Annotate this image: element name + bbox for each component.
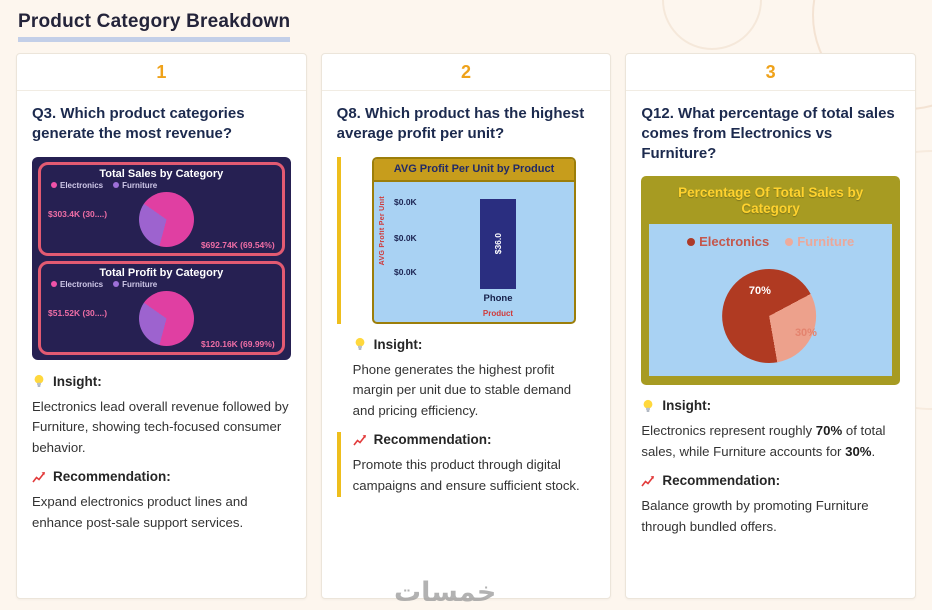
x-tick-label: Phone [483, 292, 513, 304]
legend-label: Furniture [122, 180, 158, 190]
pie-plot-area: Electronics Furniture 70% 30% [649, 224, 893, 377]
card-2: 2 Q8. Which product has the highest aver… [320, 53, 612, 599]
lightbulb-icon [355, 337, 365, 350]
bar-phone: $36.0 [480, 198, 516, 289]
insight-text: Electronics lead overall revenue followe… [32, 398, 289, 455]
legend-label: Furniture [122, 279, 158, 289]
recommendation-accent-block: Recommendation: Promote this product thr… [336, 432, 596, 497]
legend-label: Furniture [797, 234, 855, 250]
recommendation-label-text: Recommendation: [662, 473, 781, 489]
cards-row: 1 Q3. Which product categories generate … [0, 42, 932, 599]
bar-plot-area: AVG Profit Per Unit $0.0K $0.0K $0.0K $3… [374, 182, 574, 322]
legend-label: Electronics [60, 180, 104, 190]
watermark: خمسات [394, 577, 497, 608]
insight-bold-30: 30% [845, 443, 872, 459]
chart-title: Total Sales by Category [99, 167, 224, 180]
card-3-question: Q12. What percentage of total sales come… [641, 105, 895, 162]
recommendation-label-text: Recommendation: [53, 469, 171, 485]
insight-label-text: Insight: [662, 398, 712, 414]
card-1-body: Q3. Which product categories generate th… [17, 91, 306, 553]
page-title: Product Category Breakdown [18, 11, 291, 42]
legend-item-furniture: Furniture [113, 181, 157, 190]
chart-title: Percentage Of Total Sales by Category [678, 185, 864, 217]
recommendation-label: Recommendation: [32, 469, 291, 484]
y-axis-label: AVG Profit Per Unit [379, 195, 386, 265]
lightbulb-icon [34, 374, 44, 387]
pie-chart [721, 269, 816, 364]
x-axis-label: Product [482, 308, 514, 318]
card-2-question: Q8. Which product has the highest averag… [336, 105, 585, 142]
chart-increasing-icon [641, 475, 655, 487]
y-tick-label: $0.0K [394, 266, 417, 277]
recommendation-text: Balance growth by promoting Furniture th… [641, 498, 869, 535]
chart-legend: Electronics Furniture [649, 224, 892, 249]
insight-label: Insight: [32, 374, 291, 389]
chart-legend: Electronics Furniture [47, 181, 276, 190]
legend-dot-icon [51, 181, 57, 188]
chart-accent-block: AVG Profit Per Unit by Product AVG Profi… [336, 156, 596, 324]
legend-item-electronics: Electronics [51, 181, 103, 190]
card-1-number: 1 [17, 54, 306, 91]
electronics-percent-label: 70% [748, 285, 771, 298]
insight-label: Insight: [337, 337, 596, 352]
recommendation-label: Recommendation: [353, 432, 596, 447]
card-1-question: Q3. Which product categories generate th… [32, 105, 245, 142]
recommendation-label: Recommendation: [641, 473, 900, 488]
legend-item-furniture: Furniture [113, 280, 157, 289]
insight-text-part: . [871, 443, 876, 459]
sales-profit-pie-figure: Total Sales by Category Electronics Furn… [32, 156, 291, 360]
legend-item-furniture: Furniture [785, 234, 854, 249]
legend-label: Electronics [60, 279, 104, 289]
electronics-value-label: $120.16K (69.99%) [200, 338, 275, 349]
recommendation-label-text: Recommendation: [373, 432, 492, 448]
card-3: 3 Q12. What percentage of total sales co… [625, 53, 917, 599]
chart-increasing-icon [32, 471, 46, 483]
insight-text: Phone generates the highest profit margi… [352, 361, 572, 418]
legend-dot-icon [687, 238, 696, 247]
card-3-body: Q12. What percentage of total sales come… [626, 91, 915, 557]
y-tick-label: $0.0K [394, 196, 417, 207]
furniture-value-label: $303.4K (30....) [48, 208, 108, 219]
card-1: 1 Q3. Which product categories generate … [16, 53, 307, 599]
legend-item-electronics: Electronics [687, 234, 769, 249]
card-3-number: 3 [626, 54, 916, 91]
legend-item-electronics: Electronics [51, 280, 103, 289]
chart-title: AVG Profit Per Unit by Product [374, 158, 574, 182]
legend-dot-icon [113, 280, 120, 287]
pie-chart [139, 191, 195, 247]
insight-label: Insight: [641, 398, 900, 413]
legend-dot-icon [51, 280, 57, 287]
insight-label-text: Insight: [373, 336, 423, 352]
sales-percentage-pie-figure: Percentage Of Total Sales by Category El… [641, 176, 901, 386]
chart-increasing-icon [353, 434, 366, 446]
furniture-value-label: $51.52K (30....) [48, 307, 108, 318]
avg-profit-bar-figure: AVG Profit Per Unit by Product AVG Profi… [372, 156, 576, 324]
electronics-value-label: $692.74K (69.54%) [200, 239, 275, 250]
furniture-percent-label: 30% [794, 327, 817, 340]
card-2-body: Q8. Which product has the highest averag… [322, 91, 611, 518]
recommendation-text: Promote this product through digital cam… [352, 457, 580, 493]
chart-title: Total Profit by Category [99, 266, 224, 279]
card-2-number: 2 [321, 54, 611, 91]
y-tick-label: $0.0K [394, 232, 417, 243]
total-sales-pie-panel: Total Sales by Category Electronics Furn… [38, 161, 285, 256]
legend-label: Electronics [699, 234, 770, 250]
lightbulb-icon [643, 399, 653, 412]
pie-chart [139, 290, 195, 346]
legend-dot-icon [785, 238, 794, 247]
bar-value-label: $36.0 [493, 232, 503, 255]
legend-dot-icon [113, 181, 120, 188]
chart-legend: Electronics Furniture [47, 280, 276, 289]
insight-text-part: of total sales, while Furniture accounts… [641, 423, 886, 459]
insight-text-part: Electronics represent roughly [641, 423, 816, 439]
insight-bold-70: 70% [815, 423, 843, 439]
total-profit-pie-panel: Total Profit by Category Electronics Fur… [38, 260, 285, 355]
recommendation-text: Expand electronics product lines and enh… [32, 494, 248, 530]
insight-label-text: Insight: [53, 373, 102, 389]
insight-text: Electronics represent roughly 70% of tot… [641, 421, 900, 462]
